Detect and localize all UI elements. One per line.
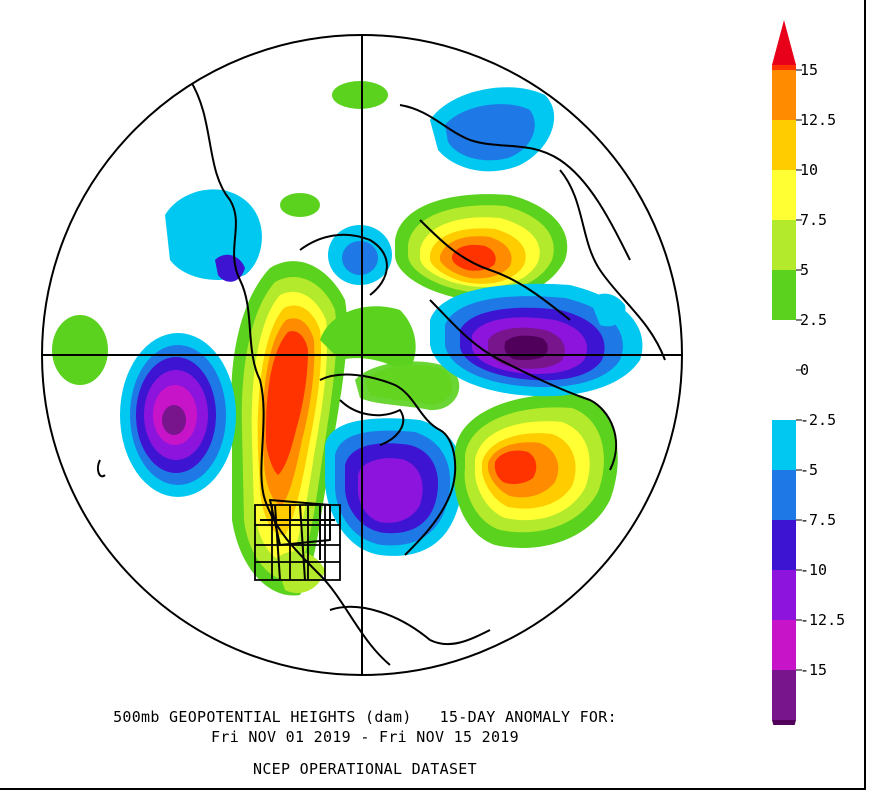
colorbar-label: -2.5 — [800, 411, 836, 429]
colorbar-label: -12.5 — [800, 611, 845, 629]
ridge-north-atlantic — [454, 394, 618, 548]
colorbar-band — [772, 170, 796, 220]
colorbar-band — [772, 570, 796, 620]
caption-line-2: Fri NOV 01 2019 - Fri NOV 15 2019 — [211, 728, 519, 746]
colorbar-band — [772, 370, 796, 420]
colorbar-band — [772, 70, 796, 120]
colorbar-band — [772, 620, 796, 670]
colorbar-label: 10 — [800, 161, 818, 179]
colorbar-band — [772, 670, 796, 720]
colorbar-band — [772, 420, 796, 470]
colorbar-band — [772, 220, 796, 270]
ridge-northern-europe — [395, 194, 568, 301]
caption-line-1: 500mb GEOPOTENTIAL HEIGHTS (dam) 15-DAY … — [113, 708, 617, 726]
colorbar-band — [772, 270, 796, 320]
colorbar: 15 12.5 10 7.5 5 2.5 0 -2.5 -5 -7.5 -10 -12.5 -15 — [772, 20, 845, 725]
colorbar-band — [772, 470, 796, 520]
colorbar-band — [772, 320, 796, 370]
trough-siberia — [430, 283, 643, 397]
graticule — [42, 35, 682, 675]
positive-kara-sea — [332, 81, 388, 109]
positive-central-canada — [320, 306, 416, 375]
colorbar-label: 12.5 — [800, 111, 836, 129]
colorbar-band — [772, 520, 796, 570]
globe-outline — [41, 34, 683, 676]
negative-alaska — [165, 189, 262, 280]
colorbar-top-arrow — [772, 20, 796, 65]
trough-north-pacific — [120, 333, 236, 497]
colorbar-label: 15 — [800, 61, 818, 79]
positive-hudson-green — [355, 361, 460, 411]
colorbar-label: -15 — [800, 661, 827, 679]
colorbar-band — [772, 65, 796, 70]
colorbar-label: -5 — [800, 461, 818, 479]
positive-beaufort — [280, 193, 320, 217]
colorbar-label: 0 — [800, 361, 809, 379]
colorbar-band — [772, 120, 796, 170]
colorbar-label: 7.5 — [800, 211, 827, 229]
polar-map — [41, 34, 683, 676]
colorbar-label: 2.5 — [800, 311, 827, 329]
figure-frame — [0, 0, 866, 790]
negative-far-east-blue — [590, 293, 626, 327]
colorbar-label: -10 — [800, 561, 827, 579]
colorbar-bottom-arrow — [772, 720, 796, 725]
trough-eastern-north-america — [325, 418, 464, 556]
colorbar-label: 5 — [800, 261, 809, 279]
us-states-grid — [254, 504, 341, 581]
caption-line-3: NCEP OPERATIONAL DATASET — [253, 760, 477, 778]
negative-arctic-core — [342, 241, 378, 275]
colorbar-label: -7.5 — [800, 511, 836, 529]
positive-east-pacific — [52, 315, 108, 385]
coastlines — [96, 79, 666, 666]
